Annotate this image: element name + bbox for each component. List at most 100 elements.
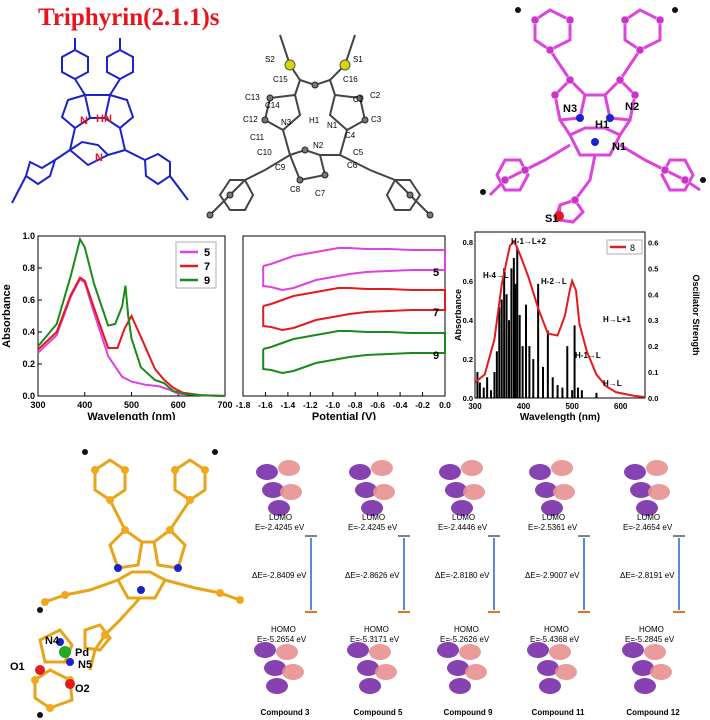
y-axis-label: Absorbance — [1, 284, 13, 348]
n-label-bottom: N — [95, 152, 103, 164]
lumo-energy: E=-2.4654 eV — [623, 523, 673, 532]
atom-label: N2 — [313, 141, 324, 150]
cv-series-label: 5 — [433, 267, 439, 279]
crystal-structure-ortep: S2 S1 C15 C16 C13 C14 C1 C2 C12 N3 H1 N1 C3 C11 C4 N2 C1… — [206, 34, 434, 219]
atom-label: N3 — [281, 118, 292, 127]
atom-label: C16 — [343, 75, 358, 84]
x-tick-label: 500 — [124, 400, 139, 410]
x-tick-label: 400 — [517, 402, 531, 411]
x-tick-label: 700 — [217, 400, 232, 410]
hn-label: HN — [96, 113, 112, 125]
compound-label: Compound 3 — [261, 708, 310, 717]
x-tick-label: 300 — [468, 402, 482, 411]
lumo-label: LUMO — [452, 513, 475, 522]
cv-series-9-loop — [262, 330, 446, 375]
lumo-energy: E=-2.5361 eV — [528, 523, 578, 532]
homo-label: HOMO — [364, 625, 389, 634]
atom-label: N4 — [45, 635, 60, 647]
y-tick-label: 0.4 — [22, 327, 35, 337]
lumo-label: LUMO — [637, 513, 660, 522]
atom-label: C13 — [245, 93, 260, 102]
atom-label: C14 — [265, 101, 280, 110]
compound-label: Compound 11 — [532, 708, 585, 717]
y-tick-label: 0.0 — [22, 391, 35, 401]
x-tick-label: -1.2 — [303, 400, 318, 410]
cv-series-label: 7 — [433, 307, 439, 319]
x-tick-label: -0.4 — [393, 400, 408, 410]
atom-label: H1 — [309, 116, 320, 125]
y2-tick-label: 0.6 — [648, 238, 658, 247]
cyclic-voltammetry-chart: -1.8 -1.6 -1.4 -1.2 -1.0 -0.8 -0.6 -0.4 -0.2 0.0 P… — [236, 235, 451, 420]
plot-frame — [474, 231, 646, 399]
x-tick-label: -1.6 — [258, 400, 273, 410]
y2-tick-label: 0.4 — [648, 290, 659, 299]
compound-label: Compound 5 — [354, 708, 403, 717]
homo-energy: E=-5.2654 eV — [257, 635, 307, 644]
calc-absorbance-line — [474, 240, 646, 399]
homo-energy: E=-5.3171 eV — [350, 635, 400, 644]
compound-label: Compound 9 — [444, 708, 493, 717]
gap-energy: ΔE=-2.8191 eV — [620, 571, 675, 580]
atom-label: C12 — [243, 115, 258, 124]
n-label-left: N — [80, 115, 88, 127]
x-tick-label: 400 — [77, 400, 92, 410]
atom-label: C5 — [353, 148, 364, 157]
atom-label: N3 — [563, 103, 577, 115]
x-axis-label: Potential (V) — [312, 411, 377, 420]
y-tick-label: 0.0 — [463, 394, 473, 403]
atom-label: N5 — [78, 659, 92, 671]
atom-label: H1 — [595, 119, 609, 131]
lumo-energy: E=-2.4245 eV — [255, 523, 305, 532]
homo-orbital-graphic — [622, 642, 672, 694]
lumo-energy: E=-2.4245 eV — [348, 523, 398, 532]
compound-label: Compound 12 — [626, 708, 680, 717]
homo-label: HOMO — [544, 625, 569, 634]
homo-energy: E=-5.2845 eV — [625, 635, 675, 644]
y2-tick-label: 0.2 — [648, 342, 658, 351]
plot-frame — [242, 235, 446, 397]
homo-orbital-graphic — [254, 642, 304, 694]
atom-label: C4 — [345, 131, 356, 140]
lumo-label: LUMO — [362, 513, 385, 522]
y-tick-label: 1.0 — [22, 231, 35, 241]
homo-label: HOMO — [271, 625, 296, 634]
legend-label: 8 — [630, 243, 635, 253]
lumo-orbital-graphic — [256, 460, 302, 516]
transition-annotation: H-1→L+2 — [511, 237, 546, 246]
atom-label: C6 — [347, 161, 358, 170]
atom-label: S2 — [265, 55, 275, 64]
atom-label: C7 — [315, 189, 326, 198]
x-tick-label: -1.0 — [325, 400, 340, 410]
x-axis-label: Wavelength (nm) — [520, 412, 600, 423]
gap-energy: ΔE=-2.8180 eV — [435, 571, 490, 580]
atom-label: C8 — [290, 185, 301, 194]
x-tick-label: -1.8 — [236, 400, 251, 410]
x-axis-label: Wavelength (nm) — [87, 411, 176, 420]
x-tick-label: -1.4 — [281, 400, 296, 410]
lumo-orbital-graphic — [439, 460, 485, 516]
x-tick-label: 500 — [565, 402, 579, 411]
figure-title: Triphyrin(2.1.1)s — [38, 4, 220, 31]
lumo-orbital-graphic — [349, 460, 395, 516]
lumo-label: LUMO — [542, 513, 565, 522]
transition-annotation: H-1→L — [575, 351, 601, 360]
legend-label: 5 — [204, 247, 210, 259]
x-tick-label: -0.6 — [370, 400, 385, 410]
homo-energy: E=-5.4368 eV — [530, 635, 580, 644]
y-tick-label: 0.6 — [463, 277, 473, 286]
y2-tick-label: 0.0 — [648, 394, 658, 403]
cv-series-label: 9 — [433, 350, 439, 362]
calculated-absorbance-chart: 300 400 500 600 0.0 0.2 0.4 0.6 0.8 0.0 0.1 0.2 0.3 0… — [455, 231, 701, 423]
homo-orbital-graphic — [437, 642, 487, 694]
x-tick-label: 600 — [171, 400, 186, 410]
y2-axis-label: Oscillator Strength — [691, 274, 701, 355]
atom-label: O1 — [10, 661, 25, 673]
atom-label: O2 — [75, 683, 90, 695]
gap-energy: ΔE=-2.9007 eV — [525, 571, 580, 580]
atom-label: N1 — [327, 121, 338, 130]
atom-label: C1 — [353, 95, 364, 104]
lumo-orbital-graphic — [529, 460, 575, 516]
